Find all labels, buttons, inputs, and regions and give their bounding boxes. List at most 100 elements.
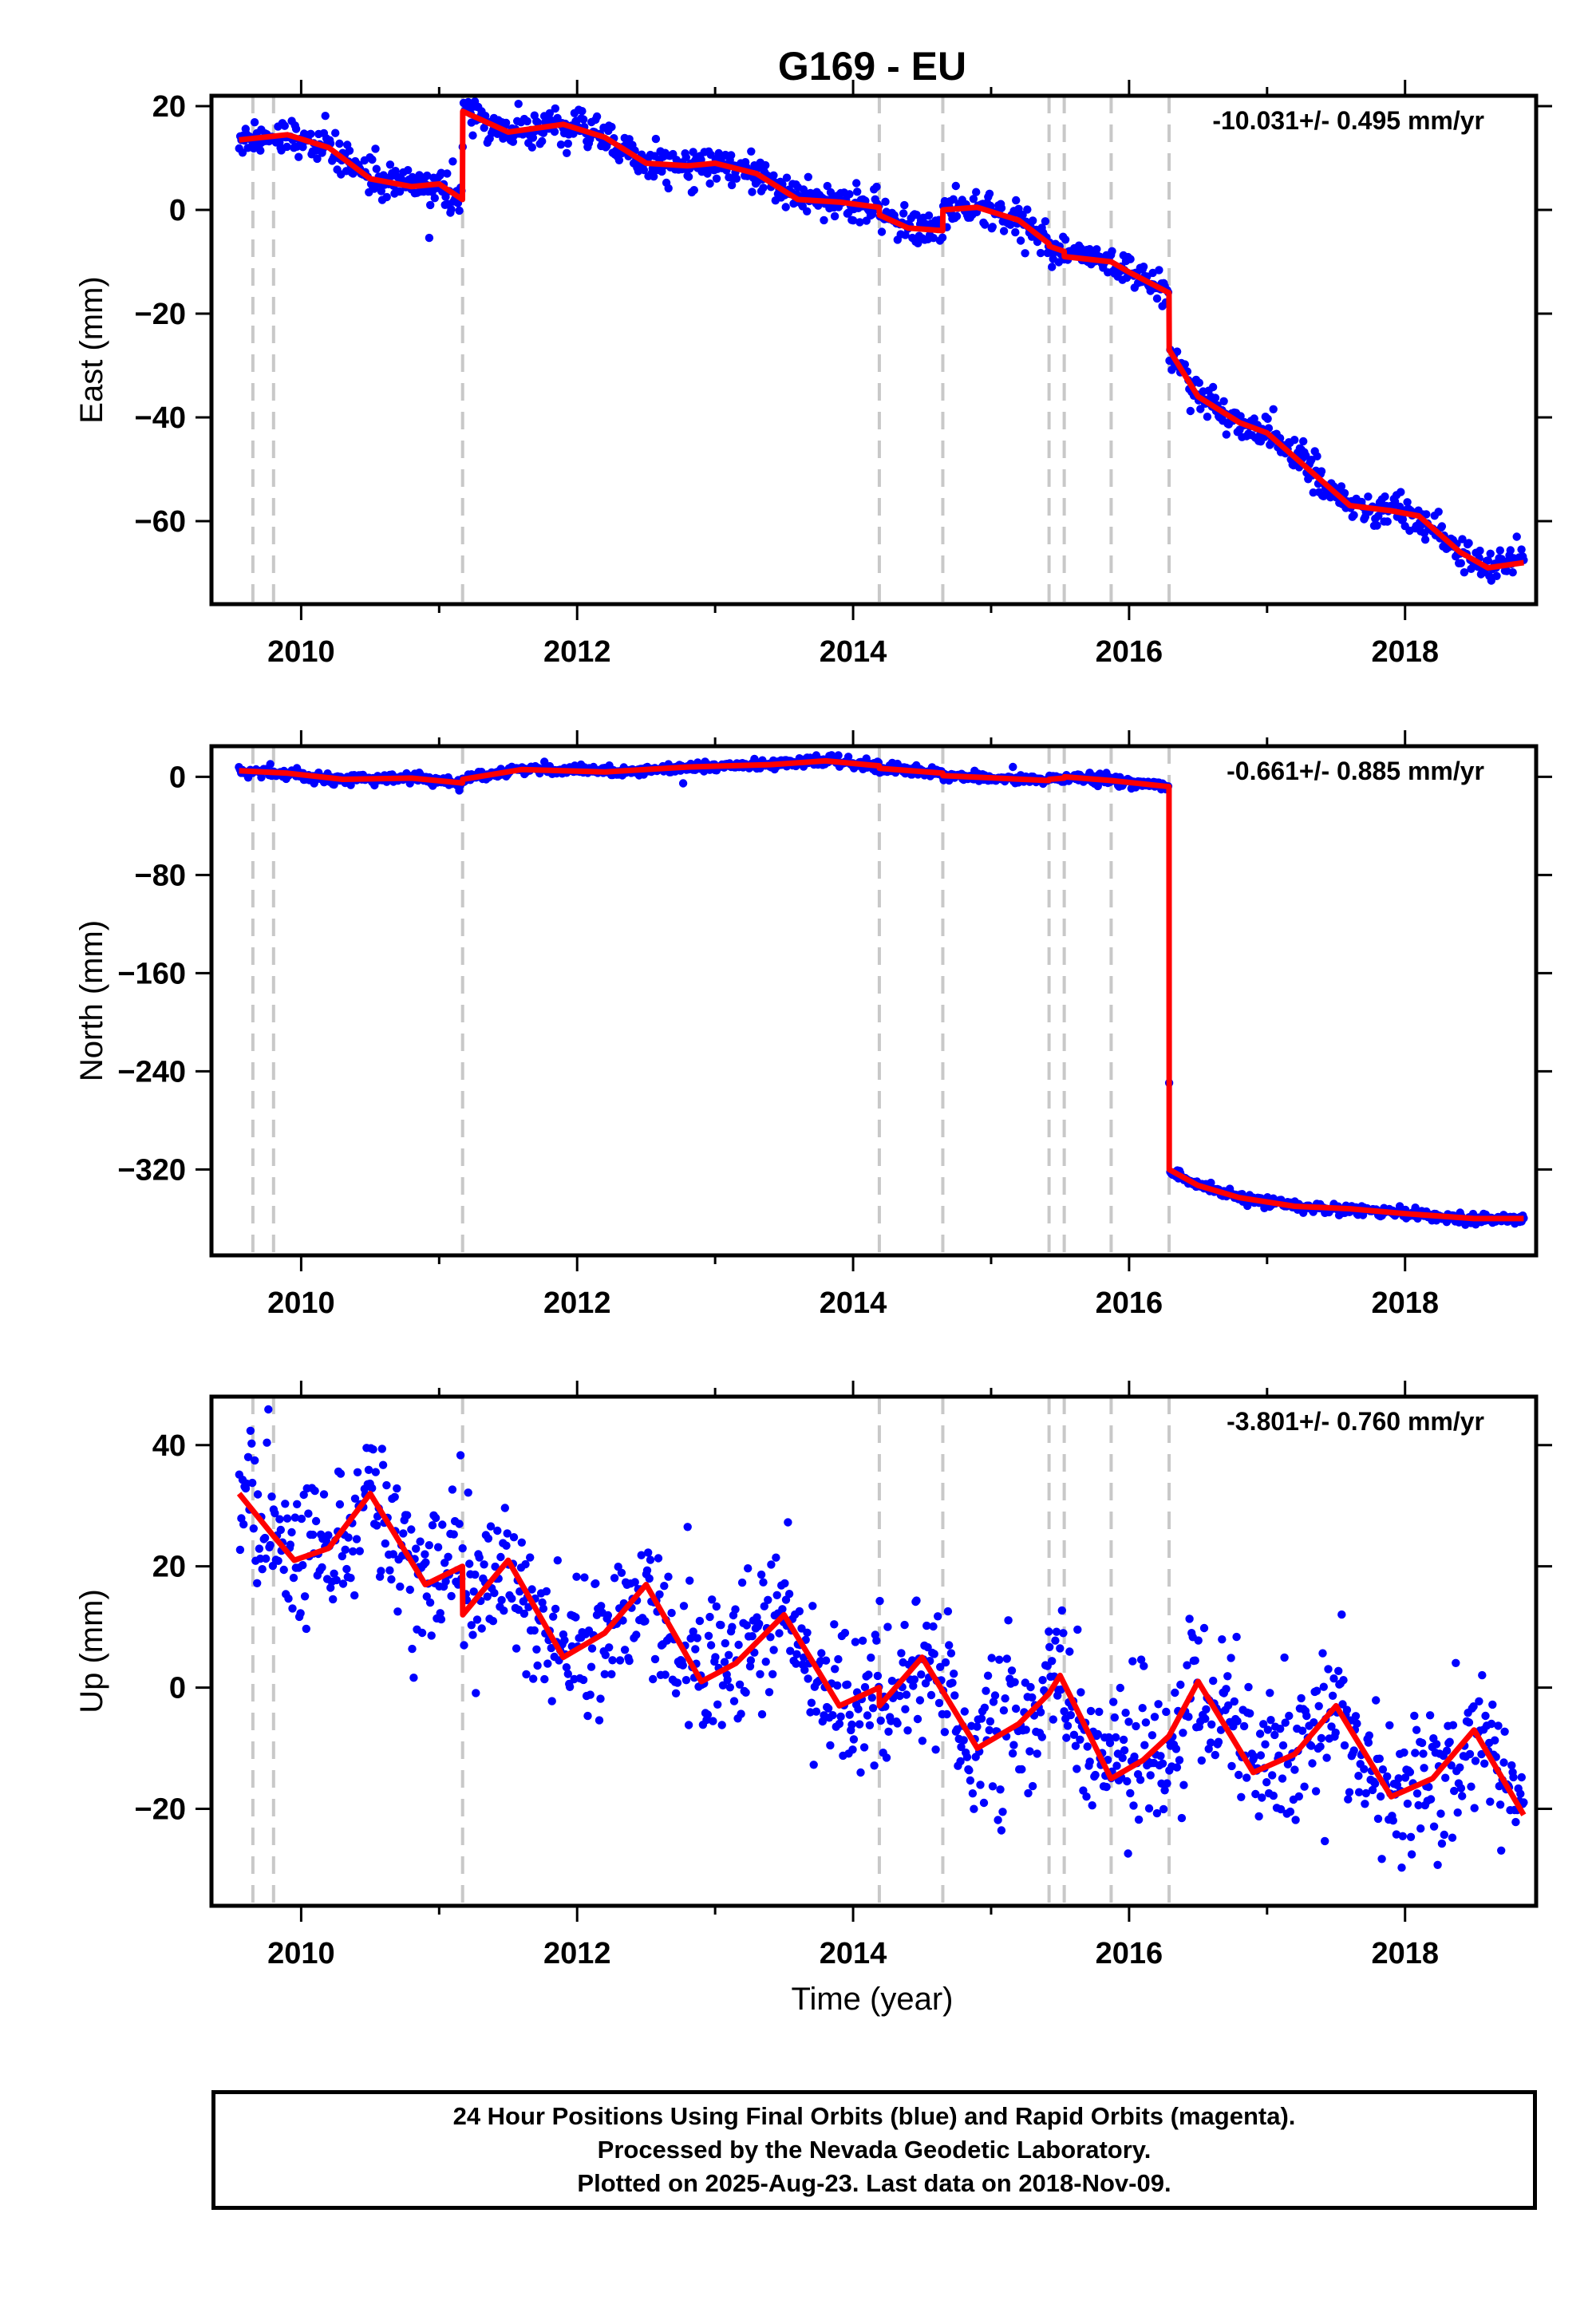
data-point bbox=[540, 1674, 549, 1684]
data-point bbox=[291, 124, 301, 133]
data-point bbox=[329, 1595, 338, 1604]
data-point bbox=[610, 1574, 619, 1583]
data-point bbox=[417, 1628, 427, 1638]
x-tick-label: 2018 bbox=[1371, 1286, 1439, 1320]
data-point bbox=[860, 1682, 870, 1692]
data-point bbox=[1365, 1731, 1374, 1740]
data-point bbox=[1199, 1623, 1209, 1633]
data-point bbox=[475, 1553, 484, 1562]
data-point bbox=[385, 160, 395, 169]
data-point bbox=[820, 215, 828, 225]
data-point bbox=[1286, 1807, 1295, 1816]
data-point bbox=[441, 1577, 450, 1586]
data-point bbox=[389, 1550, 397, 1559]
data-point bbox=[764, 1595, 772, 1605]
data-point bbox=[501, 118, 511, 128]
data-point bbox=[1512, 532, 1521, 541]
data-point bbox=[572, 1572, 581, 1581]
plot-area-up bbox=[235, 1397, 1528, 1906]
data-point bbox=[834, 751, 843, 760]
data-point bbox=[264, 1405, 273, 1414]
data-point bbox=[282, 142, 291, 152]
data-point bbox=[1327, 1722, 1336, 1731]
data-point bbox=[500, 1607, 508, 1615]
data-point bbox=[1136, 1776, 1145, 1784]
data-point bbox=[689, 148, 697, 156]
data-point bbox=[1134, 1815, 1144, 1824]
data-point bbox=[336, 1469, 346, 1478]
data-point bbox=[371, 144, 380, 153]
data-point bbox=[664, 1572, 673, 1581]
data-point bbox=[1317, 1733, 1326, 1743]
data-point bbox=[1351, 1712, 1361, 1721]
data-point bbox=[1263, 414, 1272, 423]
data-point bbox=[338, 1579, 348, 1588]
data-point bbox=[239, 1520, 248, 1529]
data-point bbox=[1152, 1808, 1162, 1818]
data-point bbox=[997, 1826, 1006, 1835]
data-point bbox=[1036, 248, 1045, 258]
footer-line-processor: Processed by the Nevada Geodetic Laborat… bbox=[597, 2136, 1152, 2164]
data-point bbox=[936, 1662, 945, 1671]
data-point bbox=[1396, 488, 1405, 496]
data-point bbox=[260, 1533, 270, 1543]
data-point bbox=[508, 1594, 516, 1603]
data-point bbox=[591, 1579, 600, 1588]
data-point bbox=[1207, 1738, 1215, 1747]
data-point bbox=[353, 1468, 362, 1477]
data-point bbox=[538, 136, 547, 146]
data-point bbox=[1222, 430, 1231, 439]
rate-annotation: -3.801+/- 0.760 mm/yr bbox=[1227, 1407, 1484, 1436]
data-point bbox=[980, 1703, 990, 1712]
data-point bbox=[490, 1588, 499, 1598]
data-point bbox=[843, 1680, 852, 1689]
data-point bbox=[377, 1567, 385, 1575]
data-point bbox=[595, 1716, 604, 1725]
data-point bbox=[1109, 1697, 1118, 1706]
data-point bbox=[488, 1617, 498, 1626]
data-point bbox=[1049, 1715, 1058, 1724]
data-point bbox=[425, 1598, 435, 1607]
data-point bbox=[579, 115, 588, 124]
data-point bbox=[859, 1743, 869, 1752]
data-point bbox=[1312, 1686, 1321, 1695]
data-point bbox=[748, 1632, 757, 1641]
data-point bbox=[484, 1534, 493, 1543]
data-point bbox=[467, 1621, 476, 1630]
data-point bbox=[1426, 1795, 1436, 1804]
data-point bbox=[302, 1624, 310, 1634]
data-point bbox=[1091, 1770, 1100, 1780]
data-point bbox=[667, 1608, 676, 1618]
data-point bbox=[404, 166, 413, 175]
data-point bbox=[803, 207, 812, 215]
data-point bbox=[1516, 1789, 1525, 1798]
footer-line-dates: Plotted on 2025-Aug-23. Last data on 201… bbox=[577, 2169, 1171, 2197]
data-point bbox=[256, 146, 265, 155]
data-point bbox=[352, 1535, 361, 1543]
data-point bbox=[769, 171, 778, 180]
data-point bbox=[711, 1653, 720, 1662]
data-point bbox=[855, 218, 864, 227]
data-point bbox=[748, 188, 757, 196]
data-point bbox=[1383, 1772, 1392, 1781]
data-point bbox=[718, 1681, 728, 1690]
data-point bbox=[900, 200, 909, 210]
data-point bbox=[1349, 511, 1358, 520]
data-point bbox=[1324, 1665, 1333, 1674]
data-point bbox=[1233, 1717, 1242, 1725]
data-point bbox=[1038, 1676, 1047, 1685]
y-tick-label: −240 bbox=[117, 1055, 186, 1089]
y-tick-label: 20 bbox=[152, 1551, 186, 1584]
data-point bbox=[742, 1621, 751, 1630]
data-point bbox=[1436, 1809, 1445, 1818]
data-point bbox=[1405, 1768, 1415, 1777]
data-point bbox=[830, 211, 839, 221]
data-point bbox=[1297, 1694, 1306, 1703]
data-point bbox=[522, 1670, 531, 1679]
data-point bbox=[412, 1544, 421, 1553]
data-point bbox=[368, 155, 377, 164]
data-point bbox=[1378, 1765, 1388, 1774]
data-point bbox=[684, 1721, 693, 1729]
data-point bbox=[854, 1705, 863, 1713]
data-point bbox=[1338, 1700, 1347, 1709]
